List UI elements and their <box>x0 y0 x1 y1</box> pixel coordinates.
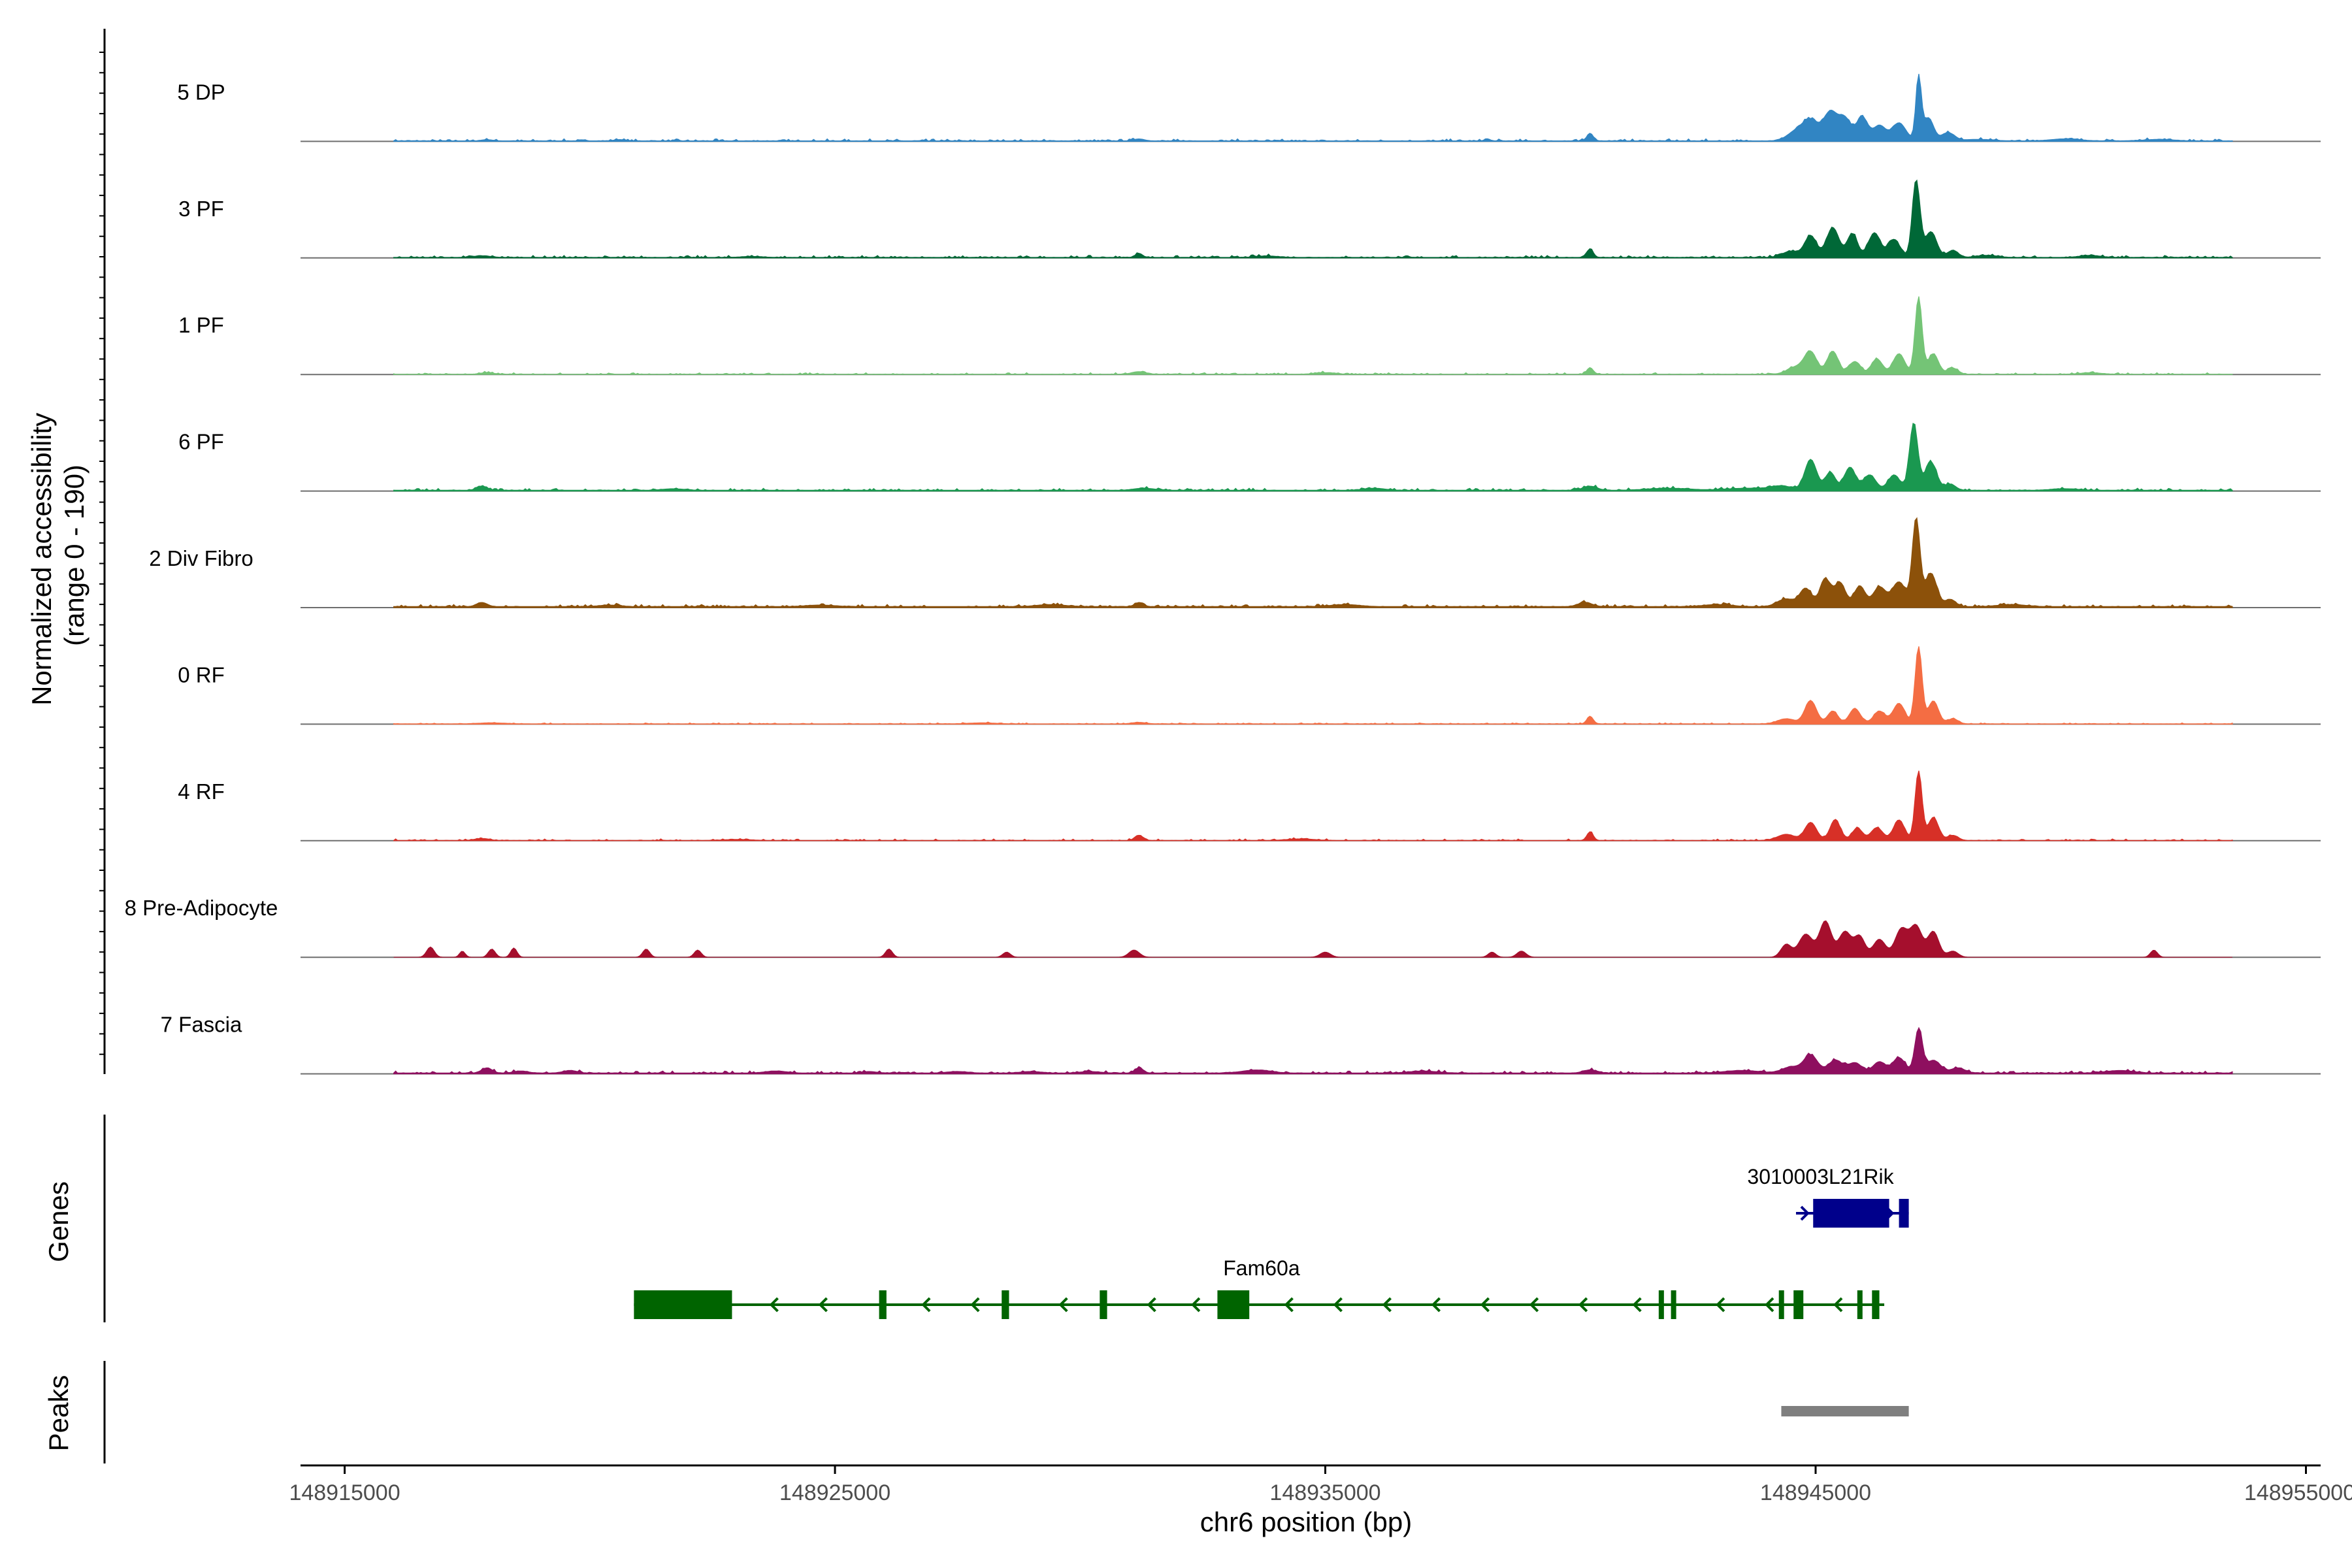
strand-arrow <box>1765 1297 1774 1313</box>
track-label-6-pf: 6 PF <box>178 430 224 454</box>
y-axis-title: Normalized accessibility (range 0 - 190) <box>26 405 90 706</box>
strand-arrow <box>1578 1297 1588 1313</box>
coverage-area-2-div-fibro <box>393 517 2233 608</box>
gene-exon <box>1100 1290 1107 1319</box>
coverage-area-5-dp <box>393 73 2233 142</box>
strand-arrow <box>1716 1297 1725 1313</box>
strand-arrow <box>1885 1205 1895 1221</box>
x-axis: 148915000 148925000 148935000 148945000 1489… <box>289 1464 2352 1505</box>
x-axis-title: chr6 position (bp) <box>1200 1507 1413 1537</box>
x-tick-label: 148915000 <box>289 1480 400 1505</box>
track-5-dp: 5 DP <box>177 73 2321 142</box>
coverage-area-3-pf <box>393 179 2233 259</box>
track-2-div-fibro: 2 Div Fibro <box>149 517 2321 608</box>
strand-arrow <box>1431 1297 1441 1313</box>
x-tick-label: 1489550000 <box>2244 1480 2352 1505</box>
track-label-7-fascia: 7 Fascia <box>161 1013 242 1037</box>
strand-arrow <box>1632 1297 1642 1313</box>
coverage-area-0-rf <box>393 646 2233 725</box>
x-tick-label: 148925000 <box>779 1480 890 1505</box>
track-1-pf: 1 PF <box>178 296 2321 376</box>
track-label-5-dp: 5 DP <box>177 80 225 104</box>
gene-exon <box>1872 1290 1880 1319</box>
gene-exon <box>1899 1199 1909 1228</box>
strand-arrow <box>1833 1297 1843 1313</box>
strand-arrow <box>921 1297 931 1313</box>
gene-fam60a: Fam60a <box>634 1256 1885 1319</box>
genes-panel-label: Genes <box>43 1181 74 1262</box>
coverage-area-6-pf <box>393 423 2233 492</box>
strand-arrow <box>1382 1297 1392 1313</box>
gene-exon <box>1217 1290 1250 1319</box>
strand-arrow <box>1480 1297 1490 1313</box>
gene-exon <box>1778 1290 1784 1319</box>
strand-arrow <box>1333 1297 1343 1313</box>
strand-arrow <box>1529 1297 1539 1313</box>
gene-exon <box>634 1290 732 1319</box>
track-label-3-pf: 3 PF <box>178 197 224 221</box>
gene-3010003l21rik: 3010003L21Rik <box>1747 1165 1909 1228</box>
peaks-panel <box>103 1361 1909 1463</box>
track-label-1-pf: 1 PF <box>178 313 224 337</box>
track-4-rf: 4 RF <box>178 770 2321 841</box>
peaks-panel-label: Peaks <box>43 1375 74 1452</box>
strand-arrow <box>769 1297 779 1313</box>
track-6-pf: 6 PF <box>178 423 2321 492</box>
gene-exon <box>1658 1290 1664 1319</box>
gene-label: Fam60a <box>1223 1256 1300 1280</box>
gene-exon <box>879 1290 887 1319</box>
strand-arrow <box>1800 1205 1810 1221</box>
gene-label: 3010003L21Rik <box>1747 1165 1894 1188</box>
strand-arrow <box>818 1297 828 1313</box>
gene-exon <box>1002 1290 1009 1319</box>
strand-arrow <box>1191 1297 1201 1313</box>
left-y-axis <box>99 29 106 1074</box>
coverage-area-8-pre-adipocyte <box>393 920 2232 958</box>
coverage-area-7-fascia <box>393 1026 2233 1075</box>
gene-exon <box>1813 1199 1889 1228</box>
track-label-0-rf: 0 RF <box>178 662 225 687</box>
strand-arrow <box>1058 1297 1068 1313</box>
track-label-8-pre-adipocyte: 8 Pre-Adipocyte <box>125 896 278 920</box>
coverage-tracks: 5 DP 3 PF 1 PF 6 PF 2 Div Fibro 0 RF 4 RF 8 Pre… <box>125 73 2321 1075</box>
peak-region <box>1781 1406 1909 1416</box>
gene-exon <box>1793 1290 1804 1319</box>
track-label-2-div-fibro: 2 Div Fibro <box>149 546 253 570</box>
x-tick-label: 148945000 <box>1760 1480 1871 1505</box>
gene-exon <box>1671 1290 1676 1319</box>
genes-panel: 3010003L21Rik Fam60a <box>103 1115 1909 1322</box>
strand-arrow <box>1284 1297 1294 1313</box>
coverage-area-1-pf <box>393 296 2233 375</box>
track-0-rf: 0 RF <box>178 646 2321 725</box>
track-8-pre-adipocyte: 8 Pre-Adipocyte <box>125 896 2321 958</box>
track-label-4-rf: 4 RF <box>178 779 225 804</box>
strand-arrow <box>970 1297 980 1313</box>
track-7-fascia: 7 Fascia <box>161 1013 2321 1075</box>
track-3-pf: 3 PF <box>178 179 2321 259</box>
x-tick-label: 148935000 <box>1269 1480 1380 1505</box>
coverage-area-4-rf <box>393 770 2233 841</box>
strand-arrow <box>1147 1297 1156 1313</box>
gene-exon <box>1857 1290 1863 1319</box>
